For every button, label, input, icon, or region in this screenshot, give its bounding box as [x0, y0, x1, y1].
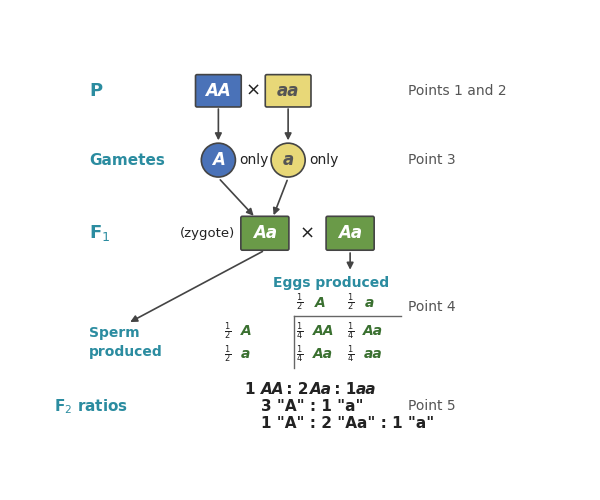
Text: F$_1$: F$_1$ [89, 223, 110, 244]
Text: P: P [89, 82, 102, 100]
Text: Aa: Aa [310, 382, 332, 397]
FancyBboxPatch shape [265, 74, 311, 107]
Text: AA: AA [313, 324, 334, 338]
Circle shape [271, 143, 305, 177]
Text: F$_2$ ratios: F$_2$ ratios [53, 397, 128, 416]
Text: Aa: Aa [253, 224, 277, 242]
Text: Aa: Aa [338, 224, 362, 242]
Text: $\frac{1}{4}$: $\frac{1}{4}$ [296, 320, 304, 342]
Text: $\frac{1}{2}$: $\frac{1}{2}$ [347, 292, 354, 314]
FancyBboxPatch shape [196, 74, 241, 107]
Text: Aa: Aa [364, 324, 383, 338]
Text: $\frac{1}{2}$: $\frac{1}{2}$ [224, 320, 232, 342]
Circle shape [202, 143, 235, 177]
Text: AA: AA [205, 82, 231, 100]
FancyBboxPatch shape [326, 216, 374, 250]
Text: aa: aa [364, 347, 382, 361]
Text: Point 5: Point 5 [408, 400, 456, 413]
Text: only: only [239, 153, 269, 167]
Text: $\frac{1}{4}$: $\frac{1}{4}$ [347, 320, 354, 342]
Text: ×: × [245, 82, 261, 100]
Text: Point 3: Point 3 [408, 153, 456, 167]
Text: AA: AA [261, 382, 284, 397]
Text: Gametes: Gametes [89, 152, 165, 168]
Text: A: A [314, 296, 325, 310]
Text: 1: 1 [245, 382, 261, 397]
Text: : 2: : 2 [281, 382, 314, 397]
Text: aa: aa [356, 382, 376, 397]
Text: A: A [212, 151, 225, 169]
Text: a: a [241, 347, 250, 361]
Text: aa: aa [277, 82, 299, 100]
Text: $\frac{1}{2}$: $\frac{1}{2}$ [296, 292, 304, 314]
Text: A: A [241, 324, 251, 338]
Text: (zygote): (zygote) [180, 227, 235, 240]
Text: : 1: : 1 [329, 382, 362, 397]
Text: a: a [365, 296, 374, 310]
Text: Eggs produced: Eggs produced [272, 276, 389, 290]
Text: Points 1 and 2: Points 1 and 2 [408, 84, 507, 98]
Text: 3 "A" : 1 "a": 3 "A" : 1 "a" [261, 399, 364, 414]
Text: Sperm
produced: Sperm produced [89, 326, 163, 359]
Text: Aa: Aa [313, 347, 333, 361]
Text: 1 "A" : 2 "Aa" : 1 "a": 1 "A" : 2 "Aa" : 1 "a" [261, 416, 434, 431]
Text: Point 4: Point 4 [408, 300, 456, 314]
FancyBboxPatch shape [241, 216, 289, 250]
Text: a: a [283, 151, 294, 169]
Text: ×: × [300, 224, 315, 242]
Text: $\frac{1}{4}$: $\frac{1}{4}$ [296, 344, 304, 365]
Text: $\frac{1}{4}$: $\frac{1}{4}$ [347, 344, 354, 365]
Text: $\frac{1}{2}$: $\frac{1}{2}$ [224, 344, 232, 365]
Text: only: only [309, 153, 338, 167]
